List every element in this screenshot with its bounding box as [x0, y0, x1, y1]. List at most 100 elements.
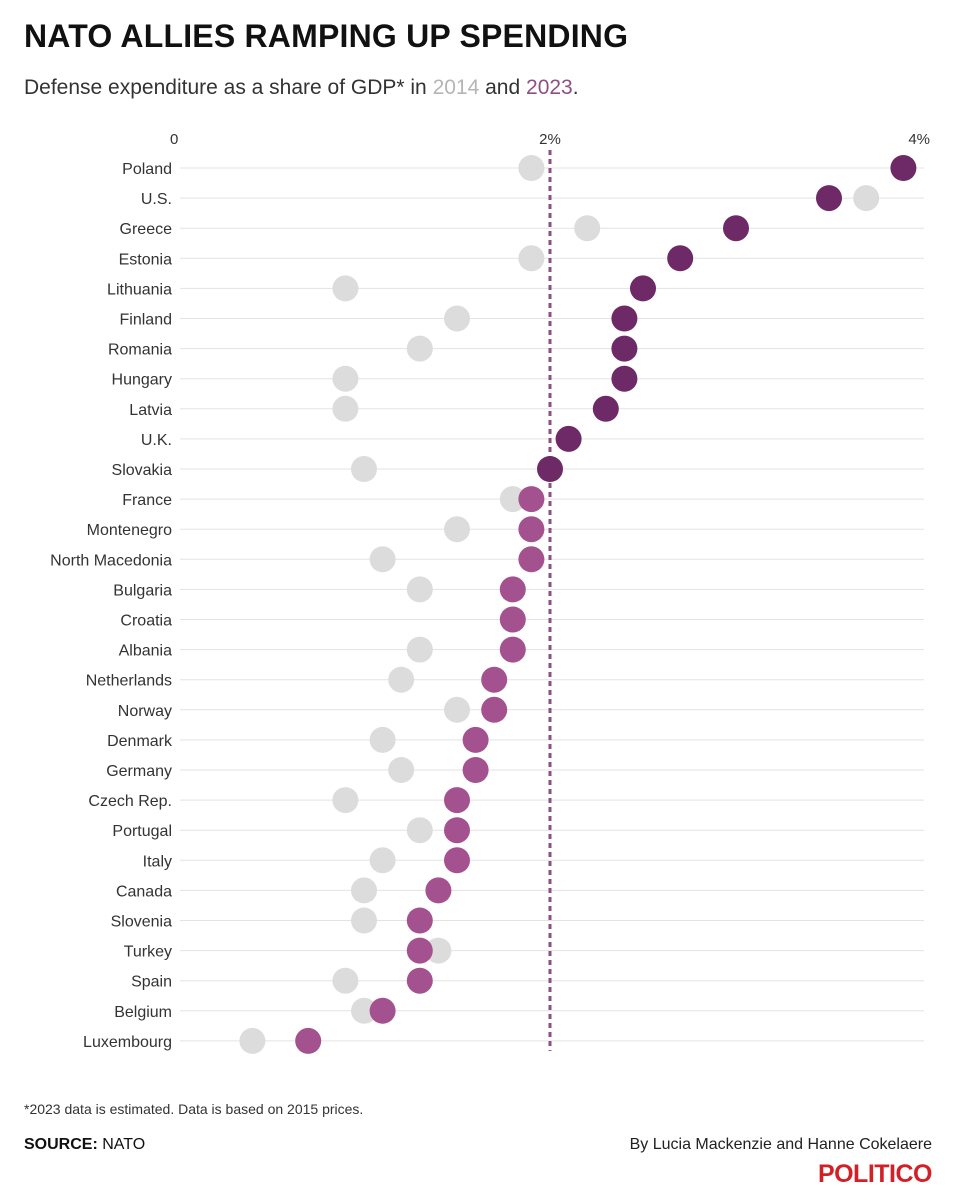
- dot-2014: [388, 757, 415, 783]
- dot-2023: [444, 787, 470, 814]
- dot-2023: [667, 245, 694, 272]
- dot-2023: [518, 546, 545, 573]
- politico-logo[interactable]: POLITICO: [817, 1160, 933, 1188]
- byline: By Lucia Mackenzie and Hanne Cokelaere: [629, 1136, 932, 1153]
- country-label: Luxembourg: [83, 1034, 172, 1051]
- country-label: Portugal: [112, 823, 172, 840]
- x-tick-label: 0: [170, 131, 178, 148]
- country-label: Romania: [108, 342, 172, 359]
- country-label: Belgium: [114, 1004, 172, 1021]
- dot-2014: [444, 516, 470, 543]
- dot-2023: [444, 847, 470, 874]
- dot-2014: [369, 726, 396, 753]
- dot-2014: [332, 365, 359, 392]
- dot-2023: [723, 215, 749, 242]
- subtitle-and: and: [479, 76, 527, 99]
- country-label: Denmark: [107, 733, 173, 750]
- dot-2014: [406, 335, 433, 362]
- dot-plot: 0 2% 4% Poland U.S. Greece Estonia Lithuania Fi…: [50, 131, 930, 1054]
- dot-2023: [611, 365, 638, 392]
- country-label: Slovenia: [111, 914, 172, 931]
- subtitle-text: Defense expenditure as a share of GDP* i…: [24, 76, 433, 99]
- dot-2014: [332, 967, 359, 994]
- dot-2014: [351, 907, 377, 934]
- country-label: Hungary: [112, 372, 172, 389]
- dot-2023: [295, 1027, 322, 1054]
- country-label: Poland: [122, 161, 172, 178]
- dot-2014: [351, 877, 377, 904]
- source-label: SOURCE:: [24, 1136, 98, 1153]
- country-label: Netherlands: [86, 673, 172, 690]
- country-label: Norway: [118, 703, 172, 720]
- source: SOURCE: NATO: [24, 1136, 145, 1154]
- dot-2014: [425, 937, 452, 964]
- dot-2014: [518, 245, 545, 272]
- dot-2023: [499, 576, 526, 603]
- chart-title: NATO ALLIES RAMPING UP SPENDING: [24, 18, 629, 54]
- dot-2023: [406, 907, 433, 934]
- country-label: Spain: [131, 974, 172, 991]
- dot-2023: [406, 967, 433, 994]
- country-label: Italy: [143, 853, 172, 870]
- grid-lines: [180, 167, 924, 1042]
- dot-2014: [499, 486, 526, 513]
- dot-2023: [406, 937, 433, 964]
- country-label: France: [122, 492, 172, 509]
- dot-2014: [369, 546, 396, 573]
- country-label: Greece: [120, 221, 173, 238]
- dot-2023: [518, 516, 545, 543]
- country-label: U.S.: [141, 191, 172, 208]
- dot-2023: [555, 425, 582, 452]
- dot-2023: [518, 486, 545, 513]
- series-2023: [295, 155, 917, 1054]
- dot-2014: [853, 185, 880, 212]
- dot-2023: [537, 456, 563, 482]
- legend-2023: 2023: [526, 76, 573, 99]
- dot-2023: [481, 666, 508, 693]
- dot-2023: [630, 275, 656, 302]
- dot-2023: [481, 696, 508, 723]
- dot-2023: [611, 335, 638, 362]
- country-label: Lithuania: [107, 281, 172, 298]
- dot-2014: [406, 817, 433, 844]
- dot-2014: [351, 456, 377, 482]
- dot-2023: [592, 395, 619, 422]
- legend-2014: 2014: [432, 76, 480, 99]
- country-label: Croatia: [120, 613, 172, 630]
- country-label: Bulgaria: [113, 582, 172, 599]
- dot-2014: [332, 395, 359, 422]
- dot-2014: [444, 696, 470, 723]
- subtitle-period: .: [572, 76, 579, 99]
- dot-2023: [425, 877, 452, 904]
- dot-2014: [351, 997, 377, 1024]
- dot-2014: [518, 155, 545, 181]
- dot-2023: [369, 997, 396, 1024]
- dot-2023: [890, 155, 917, 181]
- chart-subtitle: Defense expenditure as a share of GDP* i…: [24, 76, 579, 100]
- dot-2014: [332, 787, 359, 814]
- country-label: Albania: [119, 643, 172, 660]
- country-label: Finland: [120, 312, 172, 329]
- dot-2014: [332, 275, 359, 302]
- dot-2014: [574, 215, 601, 242]
- country-label: Montenegro: [87, 522, 172, 539]
- x-tick-label: 4%: [908, 131, 930, 148]
- dot-2023: [499, 606, 526, 633]
- dot-2014: [406, 576, 433, 603]
- country-labels: Poland U.S. Greece Estonia Lithuania Finland R…: [50, 161, 173, 1051]
- country-label: Turkey: [124, 944, 172, 961]
- country-label: Germany: [106, 763, 172, 780]
- x-tick-label: 2%: [539, 131, 561, 148]
- country-label: Slovakia: [112, 462, 173, 479]
- country-label: Estonia: [119, 251, 172, 268]
- dot-2014: [369, 847, 396, 874]
- dot-2023: [462, 757, 489, 783]
- dot-2023: [499, 636, 526, 663]
- country-label: Czech Rep.: [88, 793, 172, 810]
- dot-2023: [444, 817, 470, 844]
- dot-2014: [239, 1027, 266, 1054]
- source-value: NATO: [97, 1136, 146, 1153]
- country-label: Canada: [116, 883, 172, 900]
- dot-2023: [816, 185, 842, 212]
- dot-2014: [388, 666, 415, 693]
